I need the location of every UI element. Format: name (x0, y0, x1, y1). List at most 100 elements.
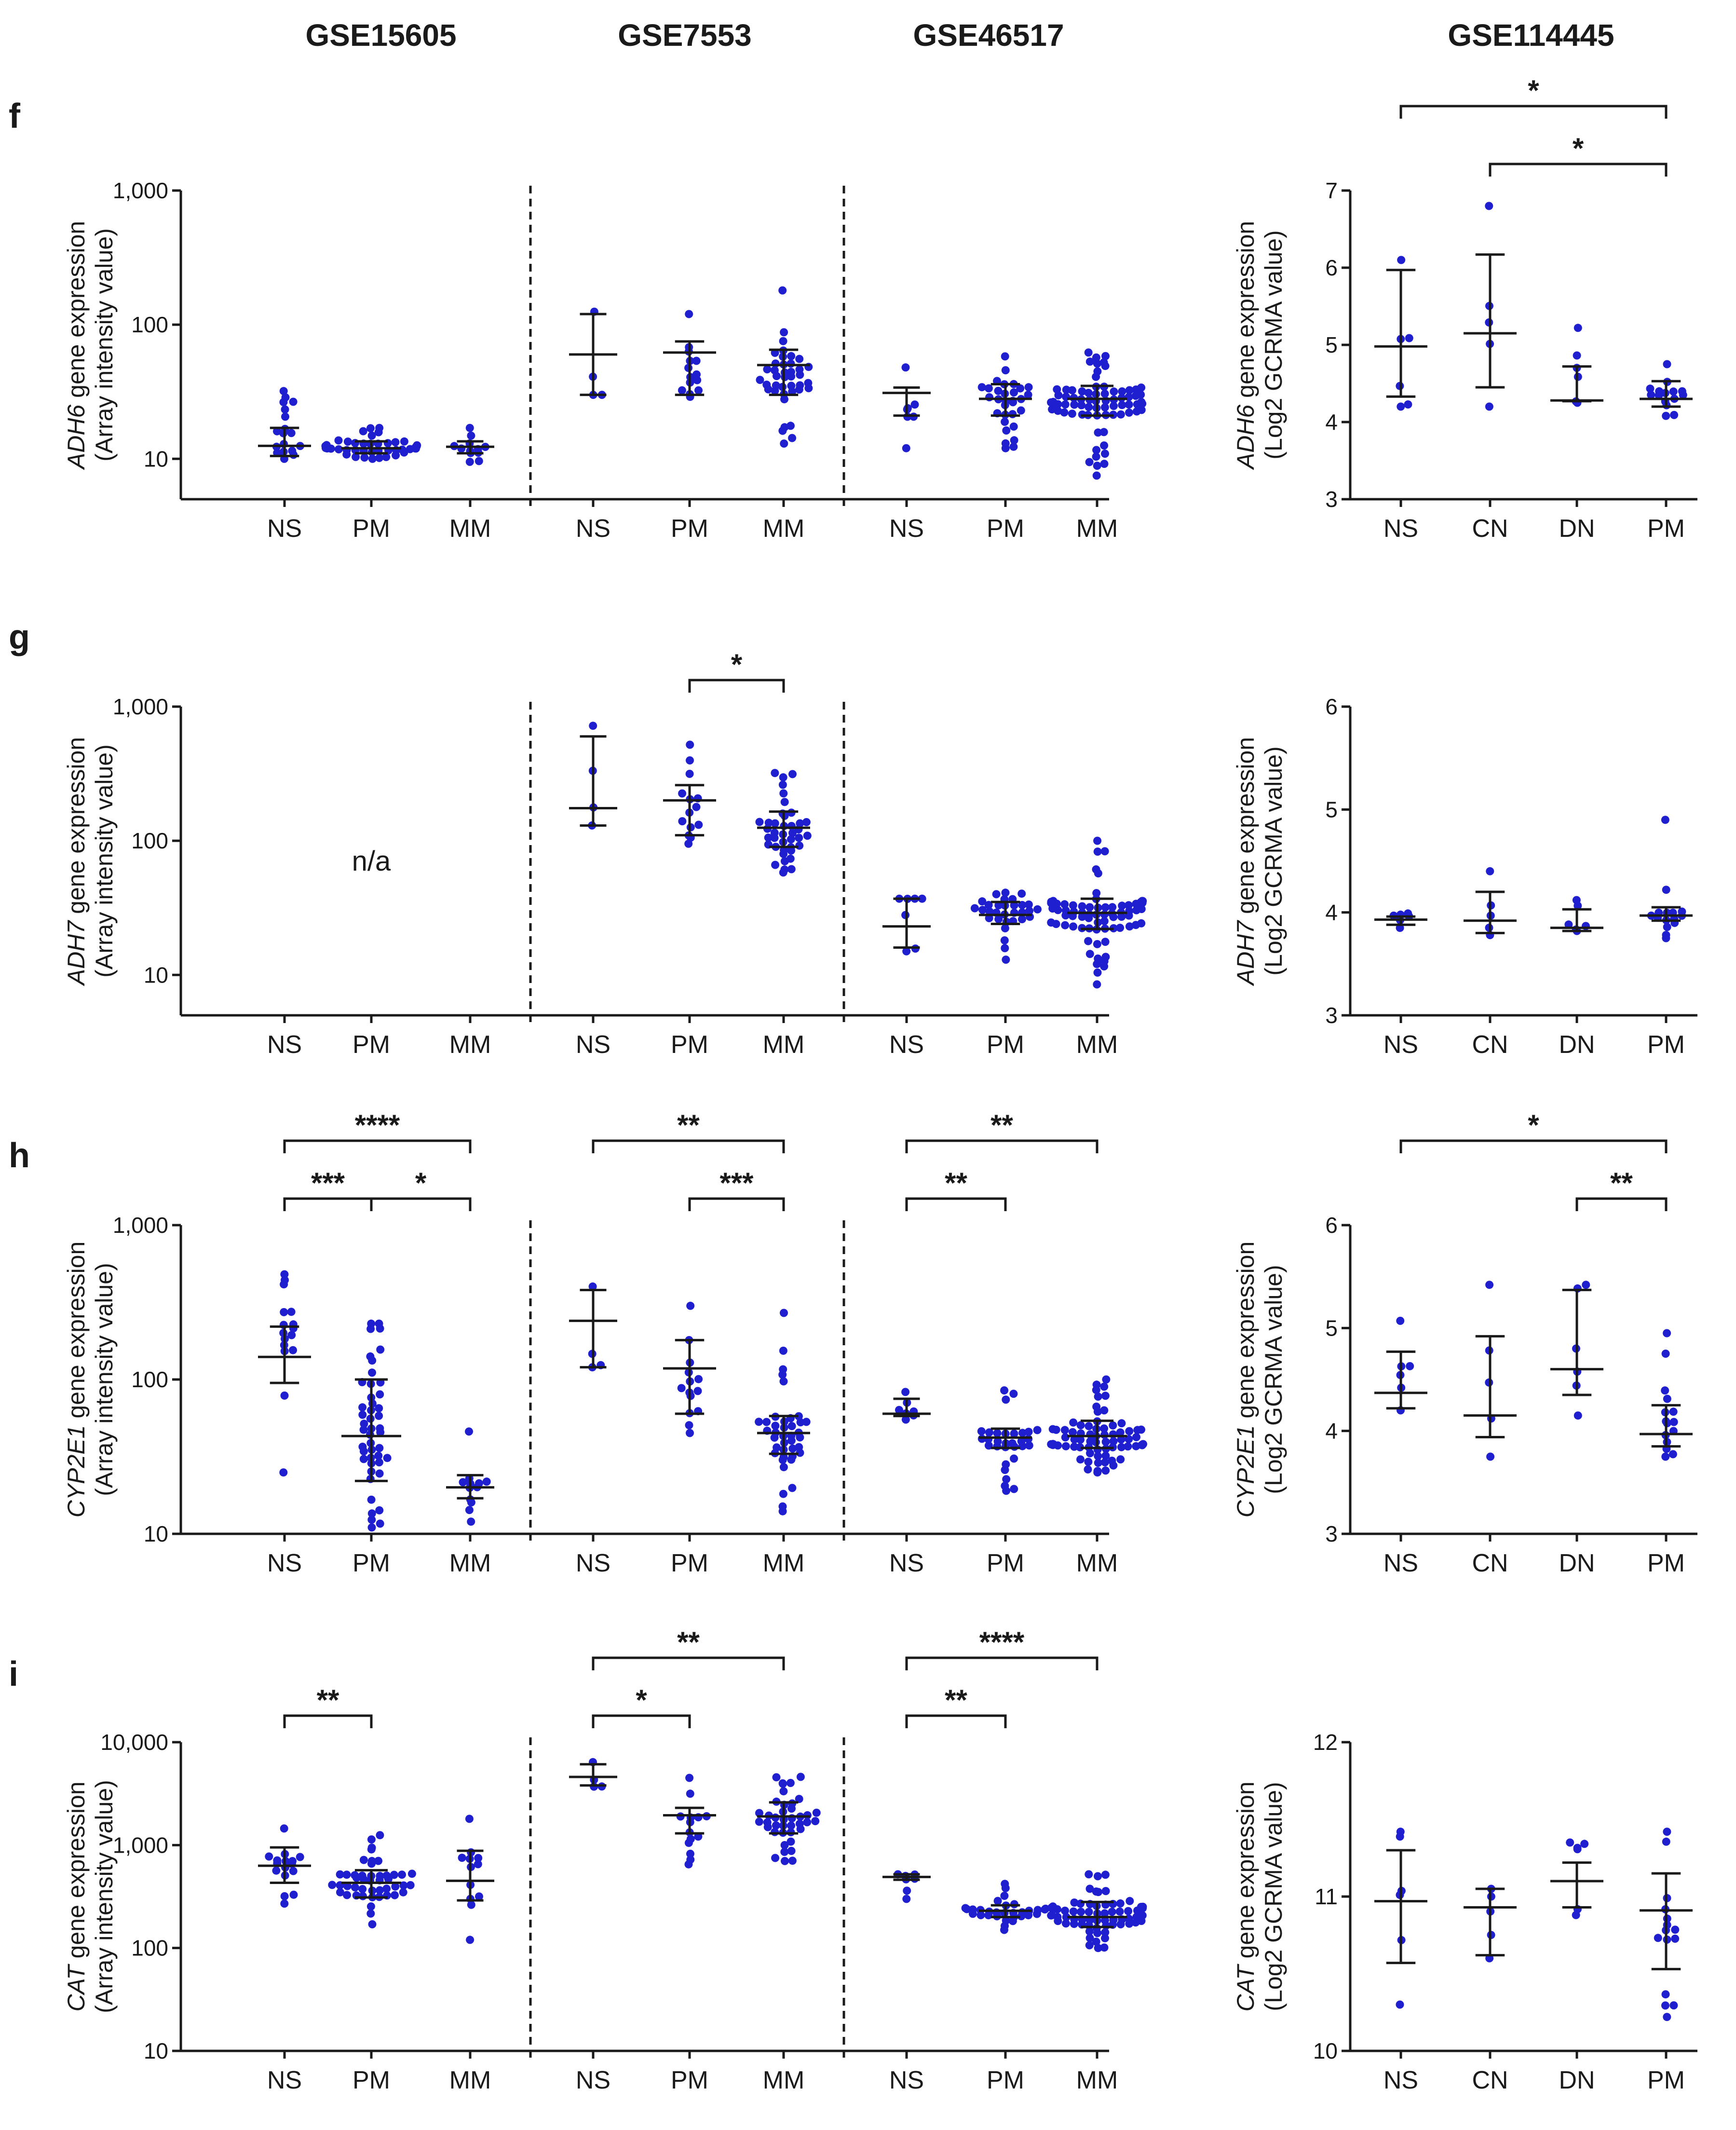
data-point (764, 833, 773, 842)
data-point (383, 1454, 392, 1462)
x-tick-label: PM (671, 1549, 708, 1577)
y-tick-label: 6 (1325, 1213, 1338, 1238)
data-point (985, 1428, 993, 1437)
data-point (756, 376, 764, 384)
data-point (1094, 1393, 1102, 1401)
y-axis-units-label: (Array intensity value) (91, 228, 118, 462)
data-point (1573, 1843, 1582, 1852)
data-point (1092, 353, 1100, 362)
data-point (1084, 348, 1093, 357)
data-point (1101, 1458, 1109, 1467)
data-point (322, 441, 331, 450)
x-tick-label: PM (353, 1549, 390, 1577)
data-point (788, 829, 797, 837)
data-point (1060, 408, 1069, 417)
data-point (676, 1812, 685, 1821)
data-point (281, 393, 290, 402)
panel-letter-g: g (9, 618, 30, 656)
data-point (984, 901, 993, 909)
data-point (1116, 1455, 1125, 1464)
data-point (1061, 921, 1070, 929)
data-point (1048, 405, 1057, 414)
data-point (1132, 1433, 1140, 1441)
data-point (1093, 940, 1101, 948)
data-point (1093, 1467, 1102, 1475)
data-point (1101, 903, 1110, 912)
data-point (1663, 1394, 1671, 1403)
x-tick-label: NS (1383, 1549, 1418, 1577)
data-point (466, 1936, 475, 1944)
x-tick-label: NS (889, 2066, 924, 2094)
data-point (1061, 1906, 1069, 1915)
data-point (1139, 1902, 1147, 1911)
data-point (787, 1846, 796, 1855)
data-point (367, 1495, 376, 1504)
data-point (366, 424, 375, 433)
data-point (811, 1817, 820, 1826)
data-point (779, 1463, 788, 1472)
data-point (1661, 816, 1669, 824)
data-point (351, 1883, 359, 1892)
data-point (1117, 1419, 1126, 1428)
data-point (1085, 910, 1094, 919)
significance-label: ** (677, 1109, 700, 1141)
data-point (1070, 1898, 1079, 1907)
x-tick-label: MM (1076, 1549, 1118, 1577)
data-point (359, 427, 367, 436)
data-point (1001, 418, 1009, 426)
data-point (358, 1403, 367, 1412)
data-point (1668, 1450, 1677, 1459)
data-point (1001, 439, 1010, 448)
y-tick-label: 100 (131, 1936, 168, 1961)
data-point (1108, 903, 1117, 912)
data-point (1024, 383, 1033, 392)
data-point (1033, 1426, 1042, 1434)
data-point (1661, 2001, 1669, 2010)
data-point (787, 1422, 796, 1431)
data-point (336, 1888, 344, 1897)
x-tick-label: NS (267, 1549, 302, 1577)
data-point (382, 453, 391, 461)
data-point (289, 1890, 298, 1899)
data-point (376, 1886, 384, 1895)
data-point (678, 386, 686, 395)
data-point (787, 368, 795, 376)
data-point (342, 1871, 351, 1879)
data-point (1094, 954, 1102, 963)
data-point (1108, 1457, 1116, 1465)
data-point (796, 381, 804, 390)
data-point (368, 1920, 377, 1928)
y-axis-gene-label: ADH6 gene expression (63, 221, 90, 470)
x-tick-label: PM (353, 2066, 390, 2094)
data-point (1101, 450, 1109, 458)
data-point (902, 444, 910, 452)
data-point (795, 365, 804, 374)
x-tick-label: NS (889, 1549, 924, 1577)
data-point (787, 352, 796, 360)
data-point (1485, 402, 1493, 411)
gene-expression-text: gene expression (63, 1242, 90, 1425)
gene-name: CYP2E1 (63, 1425, 90, 1518)
data-point (1069, 1428, 1077, 1436)
data-point (1117, 1435, 1126, 1444)
data-point (367, 1516, 376, 1524)
data-point (795, 1795, 803, 1803)
data-point (1647, 391, 1655, 399)
data-point (1124, 1907, 1133, 1915)
data-point (382, 1871, 391, 1880)
data-point (280, 1308, 288, 1316)
data-point (1101, 1928, 1110, 1937)
data-point (280, 1892, 289, 1900)
y-axis-units-label: (Array intensity value) (91, 1780, 118, 2013)
data-point (1100, 460, 1109, 468)
data-point (786, 1779, 795, 1787)
data-point (779, 1346, 787, 1355)
data-point (1137, 919, 1146, 928)
data-point (358, 1443, 367, 1451)
significance-bracket (1489, 163, 1668, 177)
data-point (398, 445, 407, 454)
significance-label: *** (311, 1167, 345, 1199)
y-tick-label: 7 (1325, 178, 1338, 203)
data-point (280, 1391, 289, 1400)
data-point (1085, 1941, 1094, 1950)
